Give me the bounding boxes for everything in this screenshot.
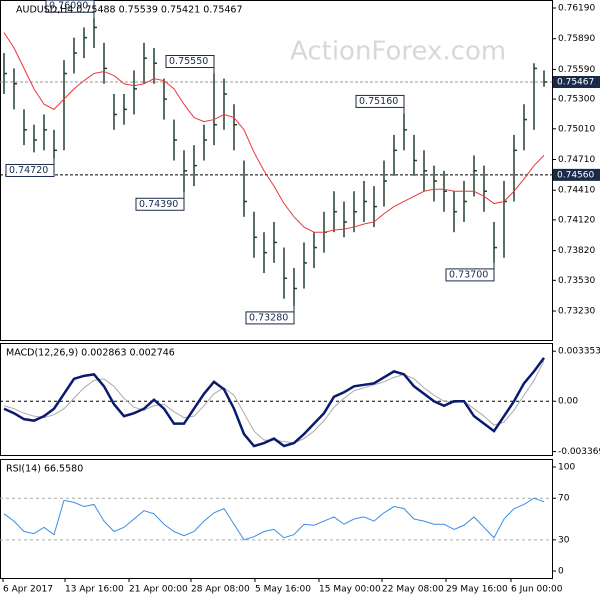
x-tick-label: 6 Jun 00:00 [511,585,563,595]
indicator-line [3,497,545,541]
annotation-box [5,163,55,177]
indicator-line [3,357,546,448]
y-tick-label: 0.73820 [558,246,595,256]
annotation-label: 0.74720 [9,165,48,176]
y-tick-label: 0.75300 [558,95,595,105]
x-tick-label: 28 Apr 08:00 [191,585,250,595]
y-tick-label: 30 [558,535,570,545]
x-tick-label: 6 Apr 2017 [3,585,53,595]
y-tick-label: 0.75010 [558,124,595,134]
panel-frame [0,459,553,579]
y-tick-label: 0 [558,567,564,577]
panel-title: AUDUSD,H4 0.75488 0.75539 0.75421 0.7546… [16,5,243,16]
annotation-label: 0.73700 [449,269,488,280]
marker-label: 0.75467 [557,78,594,88]
x-tick-label: 13 Apr 16:00 [65,585,124,595]
y-tick-label: 0.00 [558,397,578,407]
panel-title: RSI(14) 66.5580 [6,464,83,475]
y-tick-label: 0.74410 [558,186,595,196]
panel-frame [0,0,553,341]
x-tick-label: 21 Apr 00:00 [129,585,188,595]
y-tick-label: 0.76190 [558,3,595,13]
y-tick-label: -0.003369 [558,447,600,457]
x-tick-label: 22 May 08:00 [382,585,444,595]
moving-average [3,32,545,233]
y-tick-label: 0.74710 [558,155,595,165]
annotation-label: 0.73280 [249,312,288,323]
annotation-label: 0.74390 [139,199,178,210]
annotation-box [245,311,295,325]
annotation-label: 0.76090 [49,1,88,12]
annotation-box [45,0,95,13]
y-tick-label: 0.003353 [558,347,600,357]
panel-frame [0,343,553,456]
annotation-box [135,197,185,211]
annotation-box [355,94,405,108]
x-tick-label: 29 May 16:00 [446,585,508,595]
y-tick-label: 0.73230 [558,307,595,317]
annotation-label: 0.75160 [359,96,398,107]
marker-label: 0.74560 [557,170,594,180]
y-tick-label: 0.75590 [558,65,595,75]
panel-title: MACD(12,26,9) 0.002863 0.002746 [6,348,175,359]
annotation-box [165,55,215,69]
annotation-label: 0.75550 [169,56,208,67]
y-tick-label: 0.75890 [558,34,595,44]
y-tick-label: 0.74120 [558,215,595,225]
y-tick-label: 0.73530 [558,276,595,286]
x-tick-label: 5 May 16:00 [255,585,311,595]
x-tick-label: 15 May 00:00 [319,585,381,595]
y-tick-label: 70 [558,494,570,504]
annotation-box [445,268,495,282]
marker-box [553,168,600,181]
watermark: ActionForex.com [290,37,506,67]
y-tick-label: 100 [558,463,575,473]
marker-box [553,76,600,89]
